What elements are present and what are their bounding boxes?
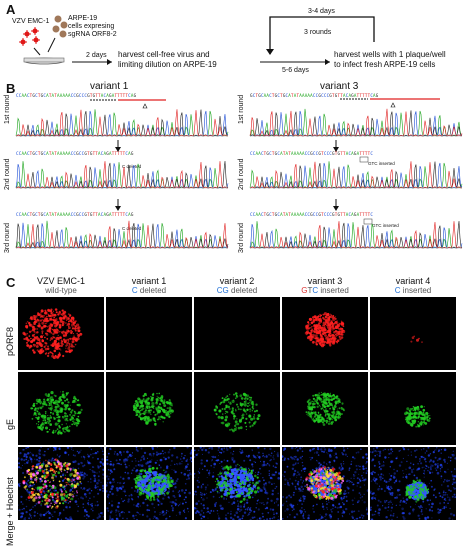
col-title-v4: variant 4 <box>395 276 431 286</box>
chromatogram-trace <box>249 108 463 137</box>
col-sub-v3: GTC inserted <box>282 286 368 295</box>
micrograph-porf8-3 <box>282 297 368 370</box>
micrograph-merge-0 <box>18 447 104 520</box>
cells-icon <box>52 15 68 38</box>
col-sub-v1: C deleted <box>106 286 192 295</box>
panel-b-label: B <box>6 81 16 96</box>
panel-a-schematic <box>19 15 375 65</box>
col-sub-v4-base: C <box>394 286 401 295</box>
variant3-title: variant 3 <box>320 81 359 92</box>
row-label-porf8: pORF8 <box>5 326 15 356</box>
seq-v1-r1: CCAACTGCTGCATATAAAAACCGCCCGTGTTACAGATTTT… <box>16 93 137 98</box>
col-sub-v3-c: C <box>312 286 319 295</box>
chromatogram-trace <box>249 110 463 137</box>
chromatogram-trace <box>15 161 229 189</box>
micrograph-ge-3 <box>282 372 368 445</box>
col-sub-v2: CG deleted <box>194 286 280 295</box>
seq-v3-r3: CCAACTGCTGCATATAAAAACCGCCGTCCCGTGTTACAGA… <box>250 212 374 217</box>
micrograph-ge-1 <box>106 372 192 445</box>
col-sub-v3-word: inserted <box>318 286 349 295</box>
col-title-v3: variant 3 <box>307 276 343 286</box>
seq-v3-r1: GCTGCAACTGCTGCATATAAAAACCGCCCGTGTTACAGAT… <box>250 93 379 98</box>
chromatogram-trace <box>249 161 463 189</box>
virus-particles-icon <box>19 27 40 46</box>
seq-v1-r3: CCAACTGCTGCATATAAAAACCGCCGTGTTACAGATTTTT… <box>16 212 134 217</box>
variant1-title: variant 1 <box>90 81 129 92</box>
chromatogram-trace <box>15 109 229 137</box>
chromatogram-trace <box>249 108 463 137</box>
step1-line1: harvest cell-free virus and <box>118 50 210 59</box>
micrograph-ge-4 <box>370 372 456 445</box>
col-title-v1: variant 1 <box>131 276 167 286</box>
note-v1-r2: C deleted <box>122 164 142 169</box>
micrograph-ge-0 <box>18 372 104 445</box>
col-title-wt: VZV EMC-1 <box>36 276 85 286</box>
step2-line1: harvest wells with 1 plaque/well <box>334 50 446 59</box>
chromatogram-trace <box>15 220 229 249</box>
seq-v3-r2: CCAACTGCTGCATATAAAAACCGCCGTCCCGTGTTACAGA… <box>250 151 374 156</box>
virus-label: VZV EMC-1 <box>12 18 50 25</box>
loop-top-label: 3-4 days <box>308 8 335 15</box>
col-sub-v3-g: G <box>301 286 308 295</box>
micrograph-merge-3 <box>282 447 368 520</box>
col-sub-v2-word: deleted <box>228 286 258 295</box>
col-sub-wt-text: wild-type <box>45 286 77 295</box>
seq-v1-r2: CCAACTGCTGCATATAAAAACCGCCGTGTTACAGATTTTT… <box>16 151 134 156</box>
micrograph-merge-4 <box>370 447 456 520</box>
col-sub-v4-word: inserted <box>400 286 432 295</box>
step1-line2: limiting dilution on ARPE-19 <box>118 60 217 69</box>
micrograph-ge-2 <box>194 372 280 445</box>
cells-label-line2: cells expresing <box>68 23 115 30</box>
cells-label-line1: ARPE-19 <box>68 15 98 22</box>
micrograph-porf8-4 <box>370 297 456 370</box>
arrow2-label: 5-6 days <box>282 67 309 74</box>
micrograph-merge-2 <box>194 447 280 520</box>
note-v3-r2: GTC inserted <box>368 161 395 166</box>
col-sub-v1-word: deleted <box>137 286 167 295</box>
micrograph-porf8-1 <box>106 297 192 370</box>
arrow1-label: 2 days <box>86 52 107 59</box>
loop-mid-label: 3 rounds <box>304 29 332 36</box>
note-v3-r3: GTC inserted <box>372 223 399 228</box>
panel-a-label: A <box>6 2 16 17</box>
chromatogram-trace <box>249 221 463 249</box>
row-label-merge: Merge + Hoechst <box>5 477 15 546</box>
row-label-ge: gE <box>5 418 15 430</box>
chromatogram-trace <box>15 220 229 249</box>
cells-label-line3: sgRNA ORF8-2 <box>68 31 117 38</box>
note-v1-r3: C deleted <box>122 226 142 231</box>
col-sub-v2-base: CG <box>216 286 229 295</box>
micrograph-merge-1 <box>106 447 192 520</box>
panel-c-label: C <box>6 275 16 290</box>
micrograph-porf8-0 <box>18 297 104 370</box>
col-sub-v3-t: T <box>307 286 313 295</box>
col-sub-v4: C inserted <box>370 286 456 295</box>
chromatogram-trace <box>249 110 463 137</box>
col-title-v2: variant 2 <box>219 276 255 286</box>
step2-line2: to infect fresh ARPE-19 cells <box>334 60 436 69</box>
micrograph-porf8-2 <box>194 297 280 370</box>
col-sub-wt: wild-type <box>18 286 104 295</box>
col-sub-v1-base: C <box>131 286 138 295</box>
chromatograms <box>15 98 463 249</box>
